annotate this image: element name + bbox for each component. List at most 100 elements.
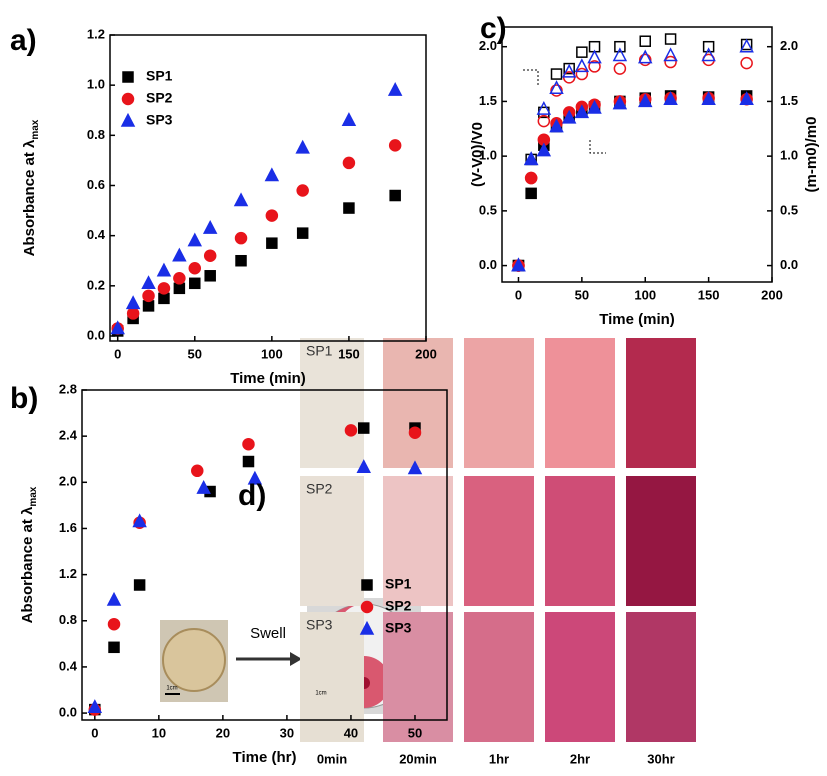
swatch bbox=[626, 476, 696, 606]
y2-tick-label: 1.5 bbox=[780, 93, 798, 108]
y-axis-label: Absorbance at λmax bbox=[21, 119, 41, 256]
marker-circle bbox=[388, 139, 402, 152]
marker-triangle bbox=[739, 38, 754, 53]
y-tick-label: 0.8 bbox=[59, 612, 77, 627]
marker-circle bbox=[638, 53, 652, 67]
y-axis-label-main: Absorbance at λ bbox=[21, 139, 38, 256]
x-tick-label: 0 bbox=[91, 725, 98, 740]
marker-triangle bbox=[356, 459, 371, 474]
swatch bbox=[300, 338, 364, 468]
marker-square bbox=[133, 579, 146, 591]
annotation: 1cm bbox=[315, 691, 326, 697]
x-tick-label: 30 bbox=[280, 725, 294, 740]
y-axis-label-sub: max bbox=[30, 119, 41, 139]
swatch bbox=[464, 338, 534, 468]
x-tick-label: 50 bbox=[575, 287, 589, 302]
marker-triangle bbox=[359, 620, 375, 635]
legend-label: SP2 bbox=[385, 598, 412, 614]
column-label: 0min bbox=[317, 751, 347, 766]
marker-triangle bbox=[187, 232, 203, 247]
y-tick-label: 1.0 bbox=[87, 77, 105, 92]
y2-tick-label: 0.0 bbox=[780, 257, 798, 272]
marker-square bbox=[576, 46, 588, 58]
swatch bbox=[464, 476, 534, 606]
marker-circle bbox=[344, 424, 358, 437]
x-tick-label: 200 bbox=[761, 287, 783, 302]
marker-circle bbox=[537, 114, 551, 128]
y2-axis-label: (m-m0)/m0 bbox=[803, 117, 820, 193]
y2-tick-label: 1.0 bbox=[780, 148, 798, 163]
y2-tick-label: 2.0 bbox=[780, 38, 798, 53]
inset bbox=[160, 598, 421, 714]
marker-square bbox=[158, 292, 170, 305]
marker-circle bbox=[188, 262, 202, 275]
marker-triangle bbox=[561, 63, 577, 78]
column-label: 1hr bbox=[489, 751, 509, 766]
marker-circle bbox=[342, 156, 356, 170]
y-tick-label: 0.2 bbox=[87, 277, 105, 292]
marker-triangle bbox=[511, 257, 526, 272]
marker-circle bbox=[588, 60, 601, 73]
marker-square bbox=[242, 455, 255, 468]
marker-triangle bbox=[574, 58, 590, 73]
marker-circle bbox=[107, 617, 121, 631]
x-tick-label: 20 bbox=[216, 725, 230, 740]
y-tick-label: 0.4 bbox=[87, 227, 106, 242]
x-tick-label: 150 bbox=[338, 346, 360, 361]
marker-triangle bbox=[172, 247, 187, 262]
marker-circle bbox=[408, 426, 422, 439]
marker-square bbox=[142, 300, 155, 312]
marker-triangle bbox=[106, 591, 122, 606]
marker-circle bbox=[360, 600, 374, 614]
marker-triangle bbox=[156, 262, 172, 277]
y-tick-label: 1.5 bbox=[479, 93, 497, 108]
x-axis-label: Time (min) bbox=[230, 370, 306, 387]
marker-triangle bbox=[638, 93, 653, 108]
marker-triangle bbox=[523, 151, 539, 166]
marker-triangle bbox=[574, 104, 590, 119]
marker-circle bbox=[524, 171, 538, 185]
marker-circle bbox=[265, 209, 279, 222]
marker-square bbox=[204, 270, 216, 282]
swatch bbox=[545, 476, 615, 606]
annotation: Swell bbox=[250, 625, 286, 642]
marker-triangle bbox=[132, 513, 147, 528]
marker-square bbox=[389, 189, 401, 202]
y-axis-label: (V-V0)/V0 bbox=[469, 122, 486, 187]
y2-tick-label: 0.5 bbox=[780, 202, 798, 217]
legend-label: SP1 bbox=[146, 68, 173, 84]
marker-circle bbox=[191, 464, 204, 478]
legend-label: SP2 bbox=[146, 90, 173, 106]
marker-triangle bbox=[202, 220, 218, 234]
y-tick-label: 0.0 bbox=[479, 257, 497, 272]
y-axis-label-main: (V-V0)/V0 bbox=[469, 122, 486, 187]
legend-label: SP1 bbox=[385, 576, 412, 592]
marker-triangle bbox=[247, 470, 263, 485]
marker-square bbox=[639, 35, 651, 47]
marker-triangle bbox=[196, 479, 211, 494]
x-tick-label: 0 bbox=[515, 287, 522, 302]
marker-triangle bbox=[407, 460, 423, 475]
marker-triangle bbox=[233, 192, 249, 207]
panel-label: c) bbox=[480, 12, 507, 45]
column-label: 2hr bbox=[570, 751, 590, 766]
swatch bbox=[464, 612, 534, 742]
marker-square bbox=[108, 641, 120, 654]
x-tick-label: 50 bbox=[408, 725, 422, 740]
marker-circle bbox=[664, 55, 677, 69]
y-axis-label: Absorbance at λmax bbox=[19, 486, 39, 623]
marker-circle bbox=[296, 184, 309, 197]
x-tick-label: 200 bbox=[415, 346, 437, 361]
legend-label: SP3 bbox=[385, 620, 412, 636]
swatch bbox=[545, 338, 615, 468]
annotation: 1cm bbox=[166, 686, 177, 692]
legend-label: SP3 bbox=[146, 112, 173, 128]
marker-triangle bbox=[587, 99, 602, 114]
marker-square bbox=[235, 254, 247, 267]
y-axis-label-sub: max bbox=[28, 486, 39, 506]
swatch bbox=[383, 338, 453, 468]
marker-circle bbox=[121, 92, 135, 106]
panel-label: b) bbox=[10, 382, 38, 415]
